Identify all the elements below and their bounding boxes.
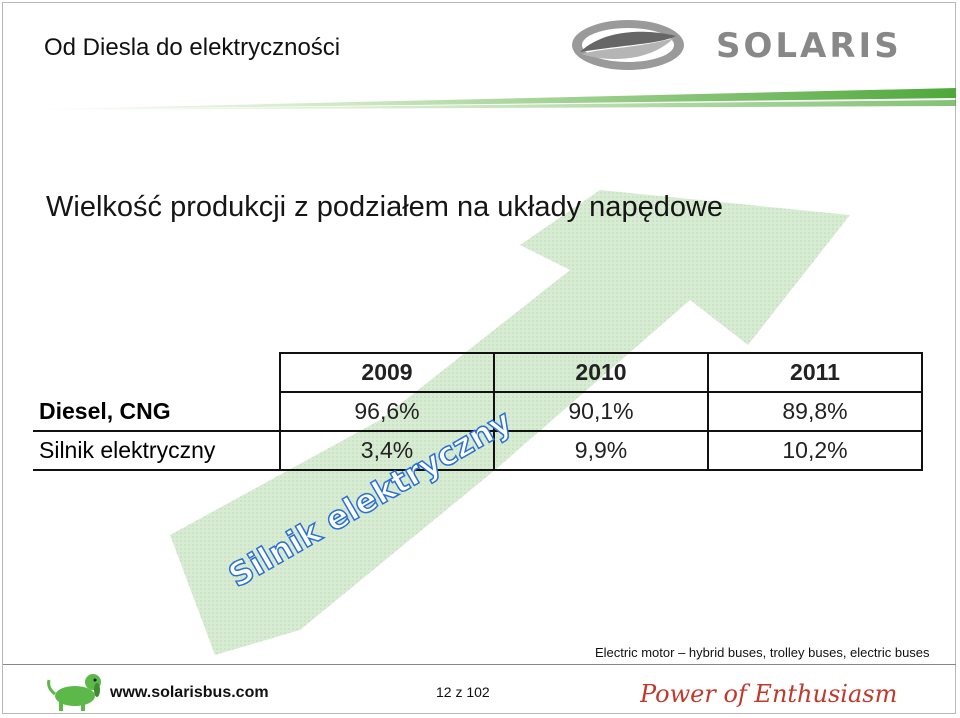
- table-row: Silnik elektryczny 3,4% 9,9% 10,2%: [33, 430, 923, 471]
- dog-mascot-icon: [47, 674, 101, 711]
- row-label: Diesel, CNG: [33, 392, 281, 432]
- table-cell: 89,8%: [707, 391, 923, 432]
- row-label: Silnik elektryczny: [33, 430, 281, 471]
- slide-title: Od Diesla do elektryczności: [44, 34, 341, 61]
- table-cell: 9,9%: [493, 430, 709, 471]
- table-cell: 90,1%: [493, 391, 709, 432]
- slide-headline: Wielkość produkcji z podziałem na układy…: [46, 191, 724, 223]
- logo-wordmark: SOLARIS: [716, 26, 902, 66]
- table-cell: 10,2%: [707, 430, 923, 471]
- website-link[interactable]: www.solarisbus.com: [110, 684, 269, 701]
- footer-divider: [3, 664, 956, 665]
- year-header: 2010: [493, 352, 709, 393]
- table-cell: 3,4%: [279, 430, 495, 471]
- power-of-enthusiasm-tagline: Power of Enthusiasm: [640, 680, 897, 708]
- header-stripe: [14, 88, 956, 110]
- solaris-logo: [572, 20, 684, 70]
- year-header: 2011: [707, 352, 923, 393]
- tagline-text: Power of Enthusiasm: [640, 680, 897, 708]
- table-header-row: 2009 2010 2011: [33, 352, 923, 393]
- page-number: 12 z 102: [436, 684, 490, 700]
- table-row: Diesel, CNG 96,6% 90,1% 89,8%: [33, 391, 923, 432]
- drive-types-caption: Electric motor – hybrid buses, trolley b…: [595, 645, 930, 660]
- year-header: 2009: [279, 352, 495, 393]
- table-corner: [33, 353, 280, 392]
- table-cell: 96,6%: [279, 391, 495, 432]
- production-table: 2009 2010 2011 Diesel, CNG 96,6% 90,1% 8…: [33, 352, 923, 471]
